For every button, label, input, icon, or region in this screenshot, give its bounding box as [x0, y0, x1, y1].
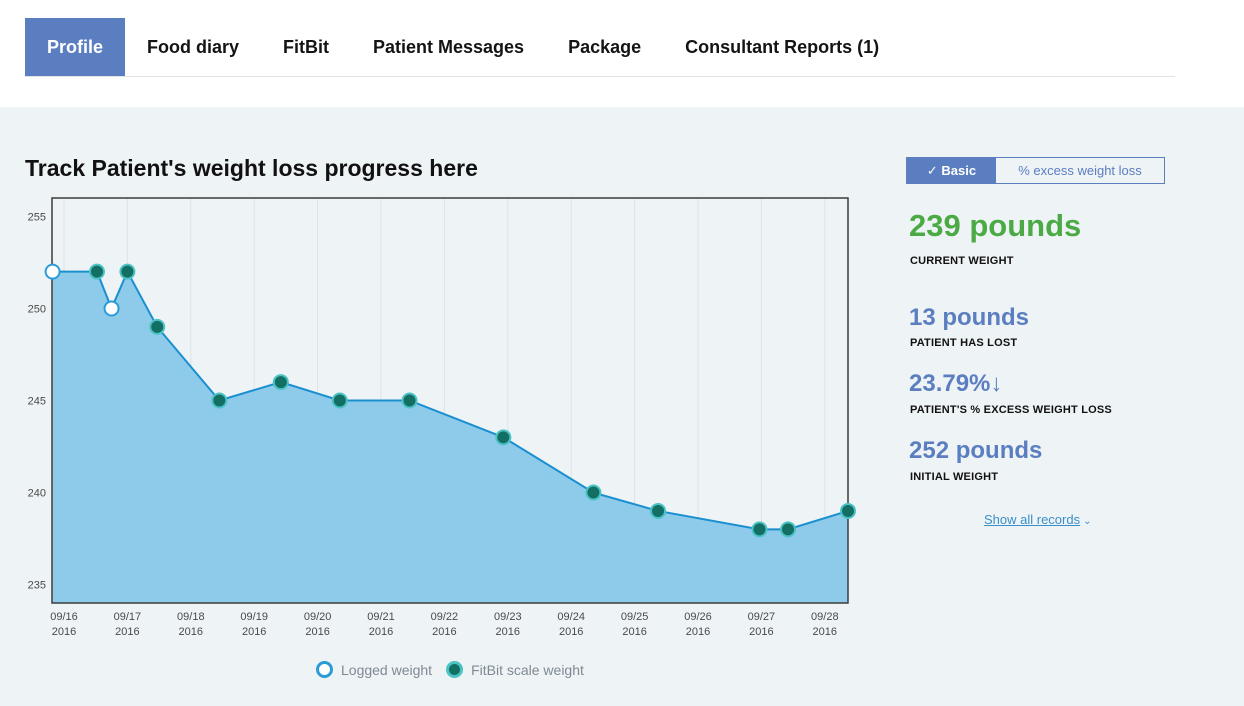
fitbit-weight-point[interactable]	[149, 318, 166, 335]
fitbit-weight-point[interactable]	[751, 521, 768, 538]
x-tick-label: 09/18	[177, 611, 205, 623]
x-tick-label: 09/26	[684, 611, 712, 623]
fitbit-weight-point[interactable]	[650, 502, 667, 519]
show-all-records-label: Show all records	[984, 512, 1081, 527]
x-tick-label-year: 2016	[115, 626, 139, 638]
excess-weight-mode-button[interactable]: % excess weight loss	[1018, 163, 1142, 178]
fitbit-weight-point[interactable]	[272, 374, 289, 391]
x-tick-label-year: 2016	[559, 626, 583, 638]
tab-consultant-reports[interactable]: Consultant Reports (1)	[685, 36, 880, 57]
x-tick-label-year: 2016	[622, 626, 646, 638]
x-tick-label-year: 2016	[242, 626, 266, 638]
y-tick-label: 245	[28, 396, 46, 408]
fitbit-weight-point[interactable]	[119, 263, 136, 280]
excess-weight-loss-value: 23.79%↓	[909, 370, 1002, 398]
weight-lost-label: PATIENT HAS LOST	[910, 337, 1018, 349]
x-tick-label-year: 2016	[749, 626, 773, 638]
fitbit-weight-point[interactable]	[88, 263, 105, 280]
arrow-down-icon: ↓	[990, 370, 1003, 397]
weight-chart-container: 09/16 2016 09/17 2016 09/18 2016 09/19 2016 09/2…	[0, 107, 880, 706]
x-tick-label: 09/28	[811, 611, 839, 623]
tab-bar: Profile Food diary FitBit Patient Messag…	[25, 18, 1175, 77]
fitbit-weight-point[interactable]	[401, 392, 418, 409]
x-tick-label: 09/22	[431, 611, 459, 623]
x-tick-label-year: 2016	[686, 626, 710, 638]
fitbit-weight-point[interactable]	[211, 392, 228, 409]
x-tick-label: 09/23	[494, 611, 522, 623]
weight-area	[52, 271, 848, 603]
legend-logged-label: Logged weight	[341, 661, 433, 678]
chevron-down-icon: ⌄	[1083, 516, 1092, 527]
fitbit-weight-point[interactable]	[331, 392, 348, 409]
x-tick-label: 09/25	[621, 611, 649, 623]
x-tick-label: 09/20	[304, 611, 332, 623]
y-tick-label: 240	[28, 488, 46, 500]
weight-chart: 09/16 2016 09/17 2016 09/18 2016 09/19 2016 09/2…	[28, 197, 856, 638]
legend-fitbit-label: FitBit scale weight	[471, 661, 584, 678]
logged-weight-point[interactable]	[44, 263, 61, 280]
tab-patient-messages[interactable]: Patient Messages	[373, 36, 525, 57]
x-tick-label-year: 2016	[813, 626, 837, 638]
x-tick-label: 09/16	[50, 611, 78, 623]
tab-food-diary[interactable]: Food diary	[147, 36, 240, 57]
current-weight-label: CURRENT WEIGHT	[910, 255, 1014, 267]
x-tick-label: 09/17	[114, 611, 142, 623]
x-tick-label-year: 2016	[432, 626, 456, 638]
excess-weight-loss-percent: 23.79%	[909, 370, 991, 397]
legend-logged-weight[interactable]: Logged weight	[316, 661, 432, 678]
y-tick-label: 255	[28, 211, 46, 223]
tab-fitbit[interactable]: FitBit	[283, 36, 329, 57]
fitbit-weight-marker-icon	[446, 661, 464, 678]
y-tick-label: 235	[28, 580, 46, 592]
x-tick-label: 09/21	[367, 611, 395, 623]
x-tick-label: 09/19	[240, 611, 268, 623]
y-tick-label: 250	[28, 303, 46, 315]
tab-package[interactable]: Package	[568, 36, 642, 57]
x-tick-label-year: 2016	[179, 626, 203, 638]
x-tick-label-year: 2016	[369, 626, 393, 638]
weight-lost-value: 13 pounds	[909, 304, 1030, 331]
tab-profile[interactable]: Profile	[25, 18, 125, 76]
chart-legend: Logged weight FitBit scale weight	[316, 661, 584, 678]
x-tick-label: 09/24	[557, 611, 585, 623]
show-all-records-link[interactable]: Show all records ⌄	[984, 512, 1092, 527]
x-tick-label-year: 2016	[305, 626, 329, 638]
legend-fitbit-weight[interactable]: FitBit scale weight	[446, 661, 584, 678]
weight-progress-panel: 09/16 2016 09/17 2016 09/18 2016 09/19 2016 09/2…	[0, 107, 1244, 706]
current-weight-value: 239 pounds	[909, 208, 1082, 243]
fitbit-weight-point[interactable]	[780, 521, 797, 538]
logged-weight-marker-icon	[316, 661, 333, 678]
fitbit-weight-point[interactable]	[585, 484, 602, 501]
x-tick-label-year: 2016	[52, 626, 76, 638]
x-tick-label-year: 2016	[496, 626, 520, 638]
x-tick-label: 09/27	[748, 611, 776, 623]
chart-title: Track Patient's weight loss progress her…	[25, 155, 478, 181]
logged-weight-point[interactable]	[103, 300, 120, 317]
initial-weight-label: INITIAL WEIGHT	[910, 471, 999, 483]
fitbit-weight-point[interactable]	[495, 429, 512, 446]
plot-frame	[51, 197, 849, 604]
fitbit-weight-point[interactable]	[840, 502, 856, 519]
initial-weight-value: 252 pounds	[909, 437, 1043, 464]
basic-mode-button[interactable]: ✓ Basic	[907, 158, 996, 183]
chart-mode-toggle: ✓ Basic % excess weight loss	[906, 157, 1165, 184]
excess-weight-loss-label: PATIENT'S % EXCESS WEIGHT LOSS	[910, 404, 1112, 416]
